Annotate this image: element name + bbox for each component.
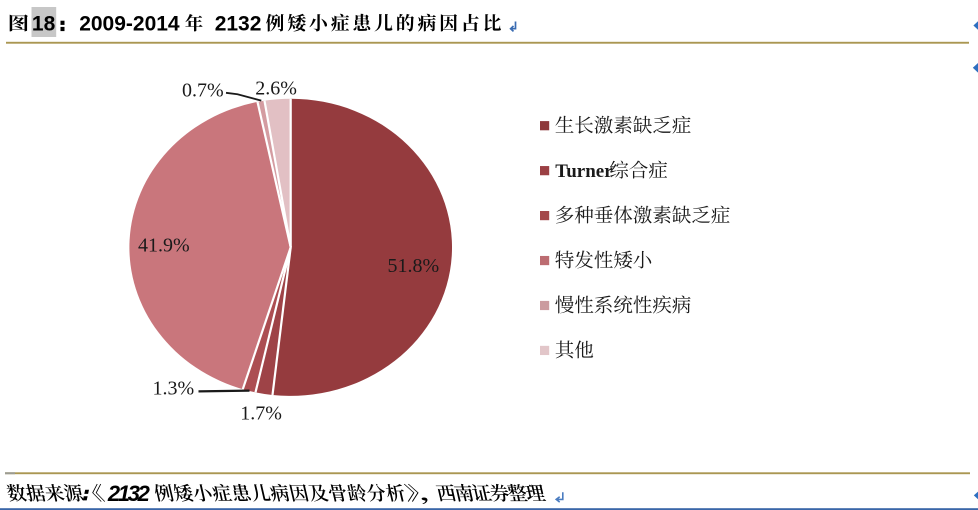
svg-text:18: 18 [32, 13, 56, 36]
svg-text:41.9%: 41.9% [138, 235, 190, 257]
svg-text:2009-2014: 2009-2014 [79, 13, 180, 36]
svg-text:Turner: Turner [555, 161, 613, 182]
svg-text:2132: 2132 [215, 13, 262, 36]
svg-text:1.3%: 1.3% [153, 378, 195, 400]
svg-text:2132: 2132 [107, 481, 151, 506]
svg-text:0.7%: 0.7% [182, 80, 224, 102]
svg-text:1.7%: 1.7% [240, 402, 282, 424]
svg-text:51.8%: 51.8% [388, 255, 440, 277]
svg-text:2.6%: 2.6% [255, 78, 297, 100]
